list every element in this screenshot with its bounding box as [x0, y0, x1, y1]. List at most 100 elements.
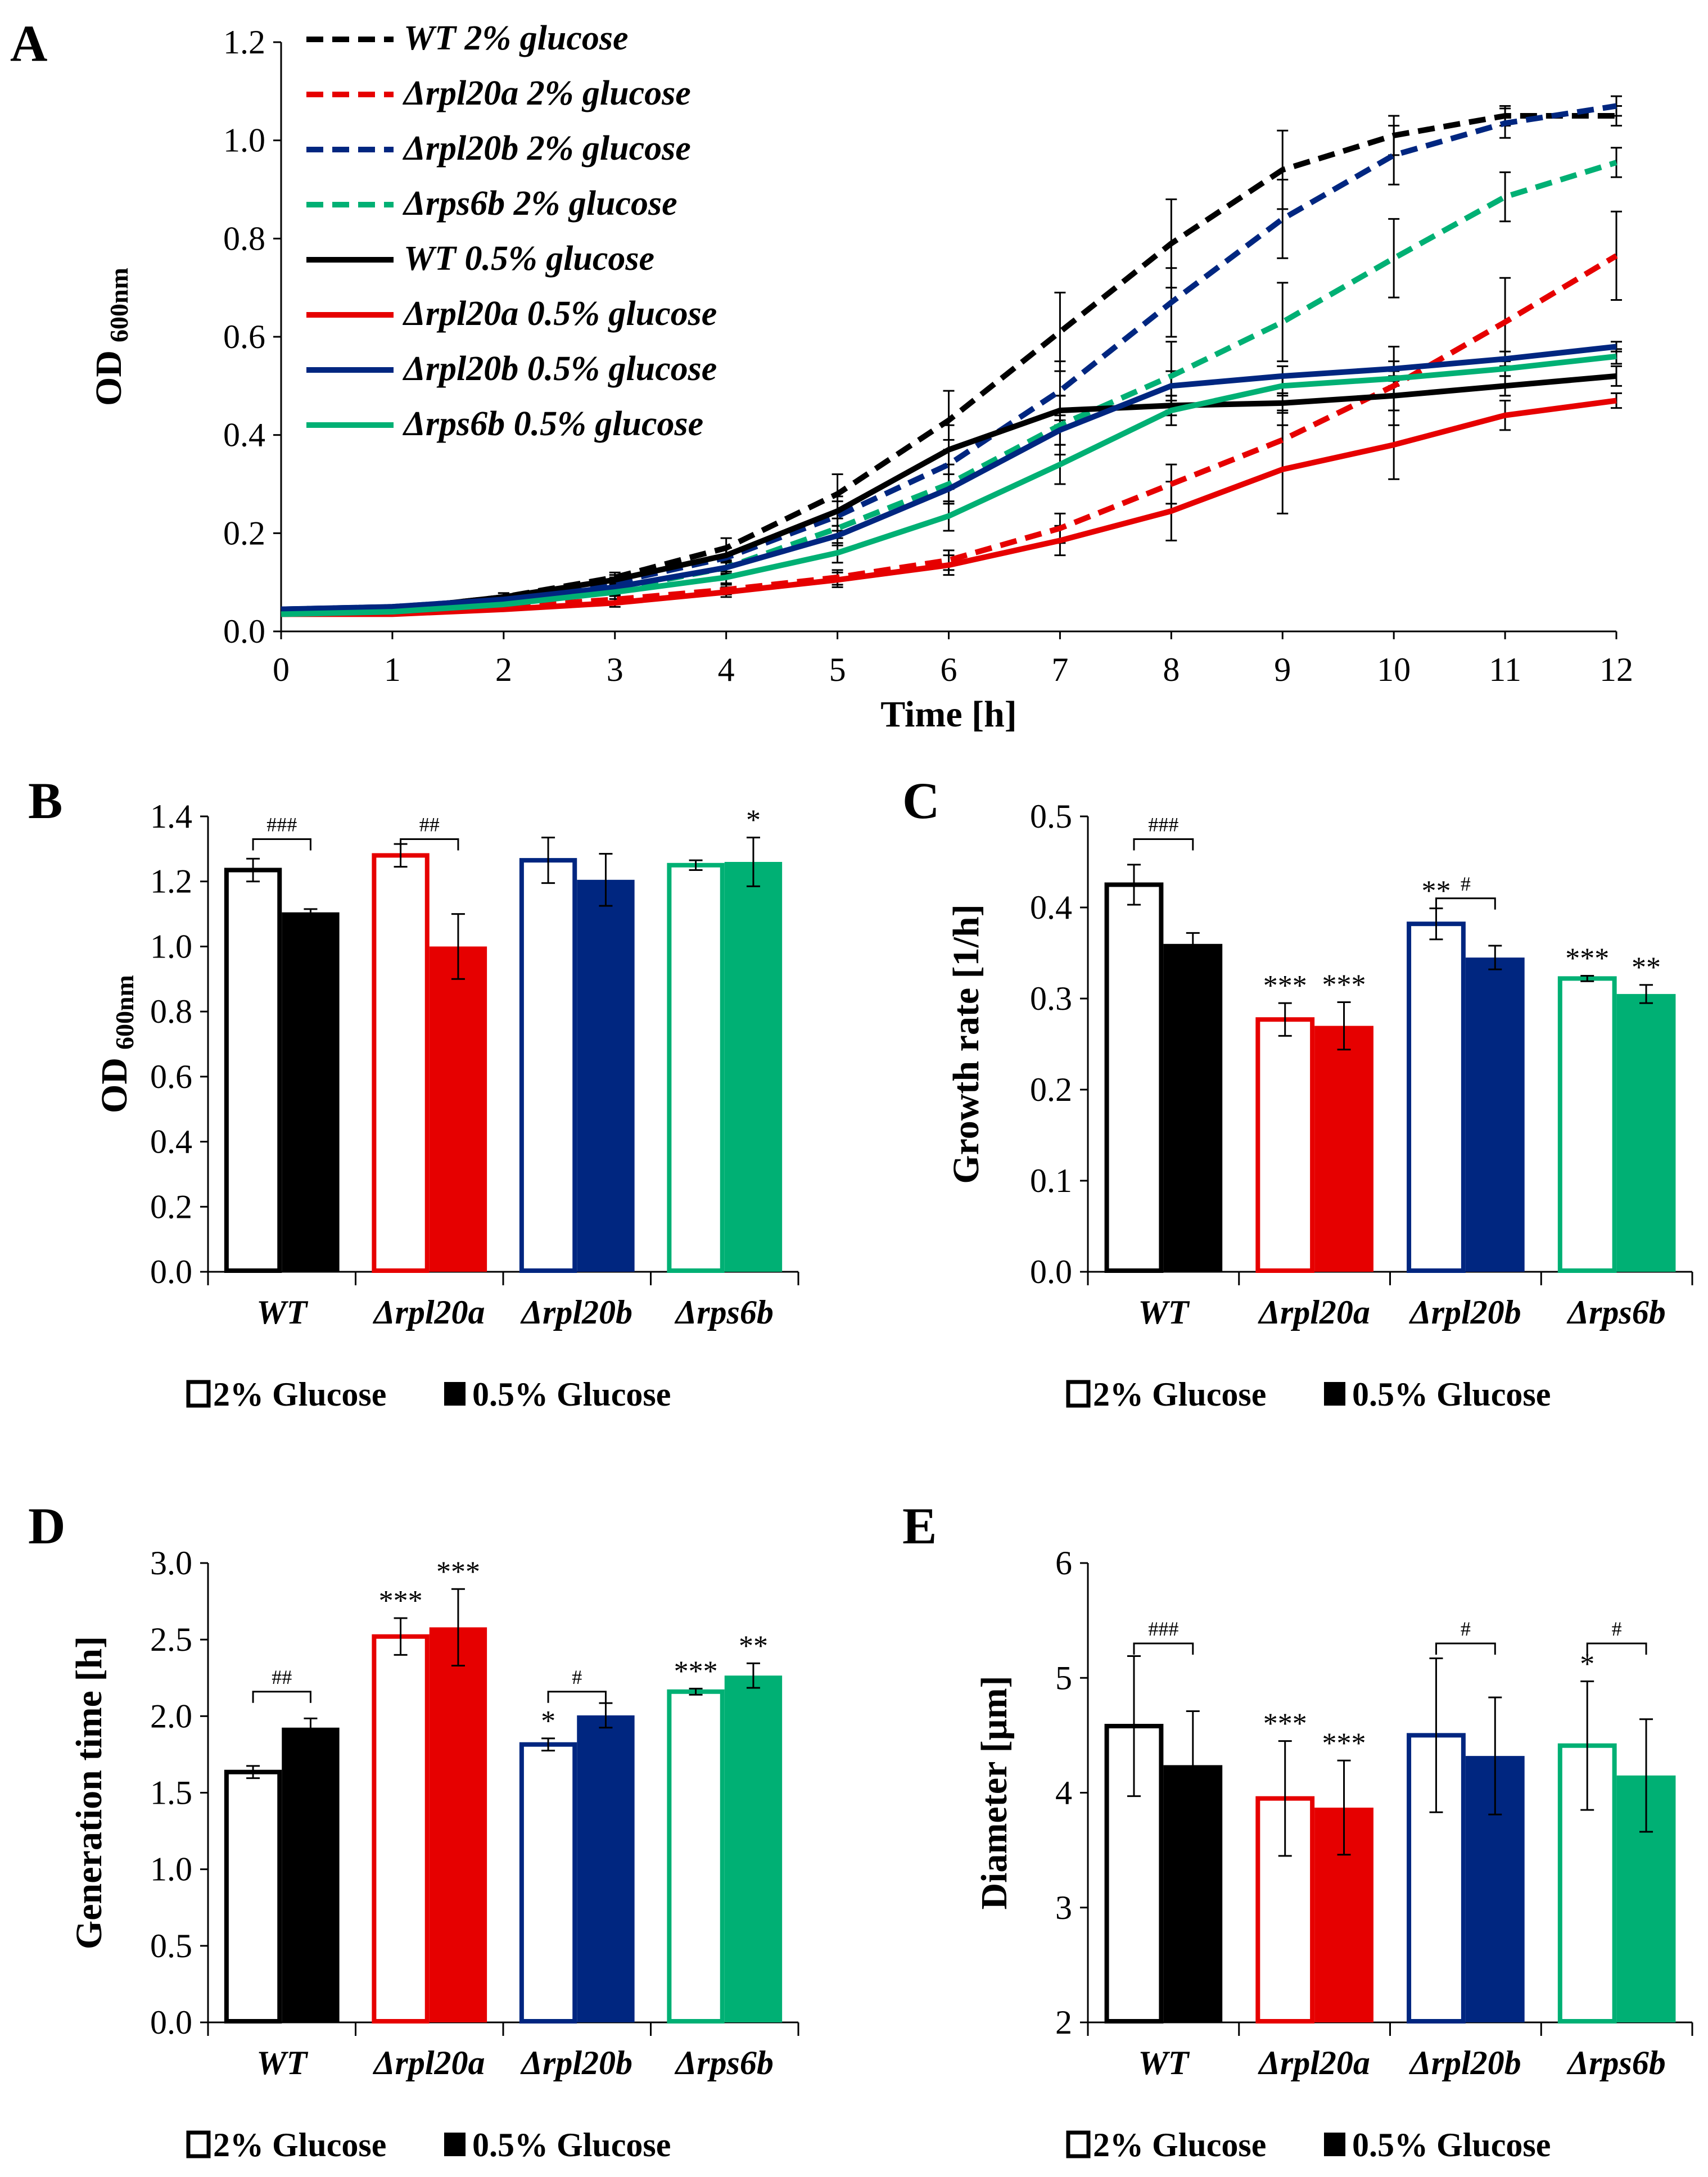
y-tick-label: 0.5	[150, 1927, 192, 1964]
y-tick-label: 2.0	[150, 1697, 192, 1735]
x-tick-label: 12	[1599, 651, 1633, 688]
bar-2pct-2	[1407, 922, 1466, 1273]
bar-05pct-0	[282, 1727, 340, 2022]
bar-2pct-1	[1255, 1017, 1315, 1273]
x-tick-label: 2	[495, 651, 512, 688]
y-axis-title-main: OD	[88, 350, 129, 406]
legend-swatch-2pct	[186, 2130, 211, 2158]
y-tick-label: 0.2	[1030, 1071, 1072, 1108]
bracket-label: #	[1461, 1618, 1471, 1640]
legend-label-6: Δrpl20b 0.5% glucose	[402, 350, 717, 388]
x-tick-label: 7	[1051, 651, 1068, 688]
category-label-2: Δrpl20b	[520, 1294, 632, 1331]
bar-05pct-3	[724, 862, 783, 1272]
bar-2pct-2	[519, 858, 577, 1273]
significance-stars: ***	[1263, 1708, 1307, 1740]
x-tick-label: 6	[941, 651, 957, 688]
significance-stars: ***	[1263, 970, 1307, 1002]
legend-label-7: Δrps6b 0.5% glucose	[402, 405, 703, 443]
significance-stars: ***	[1322, 969, 1366, 1001]
x-tick-label: 3	[607, 651, 623, 688]
category-label-1: Δrpl20a	[1258, 2044, 1370, 2081]
y-axis-title: OD 600nm	[88, 268, 133, 406]
panel-letter-a: A	[10, 15, 47, 72]
significance-bracket	[547, 1691, 607, 1703]
panel-b: B 0.0 0.2 0.4 0.6 0.8 1.0 1.2 1.4 OD 600nm WT Δrpl20…	[28, 772, 799, 1413]
category-label-1: Δrpl20a	[373, 1294, 485, 1331]
significance-stars: **	[739, 1630, 768, 1662]
legend-label-3: Δrps6b 2% glucose	[402, 184, 677, 223]
significance-stars: ***	[379, 1585, 423, 1617]
bar-2pct-0	[224, 868, 282, 1273]
error-bars-6	[609, 341, 1622, 592]
bracket-label: #	[572, 1666, 582, 1688]
significance-stars: *	[541, 1705, 555, 1737]
category-label-3: Δrps6b	[1566, 1294, 1665, 1331]
category-label-0: WT	[1138, 2044, 1190, 2081]
y-tick-label: 1.0	[150, 1851, 192, 1888]
significance-stars: ***	[674, 1655, 718, 1687]
y-axis-title-main: OD	[94, 1058, 135, 1113]
panel-d: D 0.0 0.5 1.0 1.5 2.0 2.5 3.0 Generation time [h…	[28, 1497, 799, 2164]
panel-letter-d: D	[28, 1497, 65, 1555]
legend-swatch-2pct	[1066, 1380, 1091, 1408]
significance-bracket	[1435, 897, 1496, 910]
y-tick-label: 0.0	[150, 1253, 192, 1290]
x-tick-label: 9	[1274, 651, 1291, 688]
significance-bracket	[400, 838, 459, 851]
bar-05pct-1	[429, 1627, 487, 2022]
significance-bracket	[1586, 1642, 1647, 1655]
y-tick-label: 1.0	[223, 122, 265, 159]
legend-label-1: Δrpl20a 2% glucose	[402, 74, 691, 112]
bar-2pct-1	[372, 1634, 430, 2024]
y-tick-label: 0.0	[150, 2004, 192, 2041]
legend-label-0: WT 2% glucose	[404, 19, 629, 57]
category-label-0: WT	[256, 2044, 308, 2081]
bracket-label: ##	[419, 814, 440, 836]
bar-05pct-1	[1314, 1026, 1373, 1272]
legend-label-05pct: 0.5% Glucose	[1352, 1376, 1551, 1413]
bar-05pct-2	[577, 879, 635, 1272]
panel-letter-b: B	[28, 772, 62, 829]
y-tick-label: 0.1	[1030, 1162, 1072, 1199]
legend-swatch-2pct	[186, 1380, 211, 1408]
significance-bracket	[1133, 838, 1194, 851]
category-label-1: Δrpl20a	[1258, 1294, 1370, 1331]
x-tick-label: 1	[384, 651, 401, 688]
bar-05pct-3	[724, 1675, 783, 2022]
legend-label-2pct: 2% Glucose	[1093, 1376, 1266, 1413]
legend-swatch-05pct	[444, 2133, 466, 2156]
panel-e: E 2 3 4 5 6 Diameter [µm] WT *** *** Δrpl20a Δrpl20…	[902, 1497, 1693, 2164]
legend-label-4: WT 0.5% glucose	[404, 240, 654, 278]
significance-bracket	[1133, 1642, 1194, 1655]
panel-a: A0.00.20.40.60.81.01.20 1 2 3 4 5 6 7 8 9 10 11 12Ti…	[10, 15, 1633, 735]
series-line-7	[281, 353, 1617, 617]
y-tick-label: 6	[1055, 1544, 1072, 1582]
significance-bracket	[252, 838, 311, 851]
y-axis-title-main: Diameter [µm]	[974, 1675, 1015, 1909]
legend-label-2pct: 2% Glucose	[213, 2126, 386, 2164]
x-tick-label: 8	[1163, 651, 1180, 688]
bar-05pct-2	[1465, 957, 1525, 1272]
bar-2pct-3	[667, 1689, 725, 2024]
legend-swatch-05pct	[1324, 1382, 1345, 1406]
bracket-label: ###	[1148, 814, 1178, 836]
bar-2pct-0	[1104, 882, 1164, 1273]
x-tick-label: 11	[1489, 651, 1521, 688]
category-label-3: Δrps6b	[675, 1294, 774, 1331]
y-axis-title: OD 600nm	[94, 975, 139, 1113]
y-axis-title: Generation time [h]	[69, 1636, 110, 1949]
bar-05pct-0	[1163, 943, 1223, 1272]
category-label-2: Δrpl20b	[1409, 1294, 1521, 1331]
legend-label-2pct: 2% Glucose	[213, 1376, 386, 1413]
x-tick-label: 0	[273, 651, 290, 688]
significance-stars: *	[746, 805, 761, 837]
category-label-0: WT	[1138, 1294, 1190, 1331]
y-tick-label: 1.4	[150, 798, 192, 835]
panel-letter-e: E	[902, 1497, 937, 1555]
bracket-label: #	[1612, 1618, 1622, 1640]
category-label-0: WT	[256, 1294, 308, 1331]
legend-label-2: Δrpl20b 2% glucose	[402, 129, 691, 168]
x-axis-title: Time [h]	[880, 694, 1017, 735]
